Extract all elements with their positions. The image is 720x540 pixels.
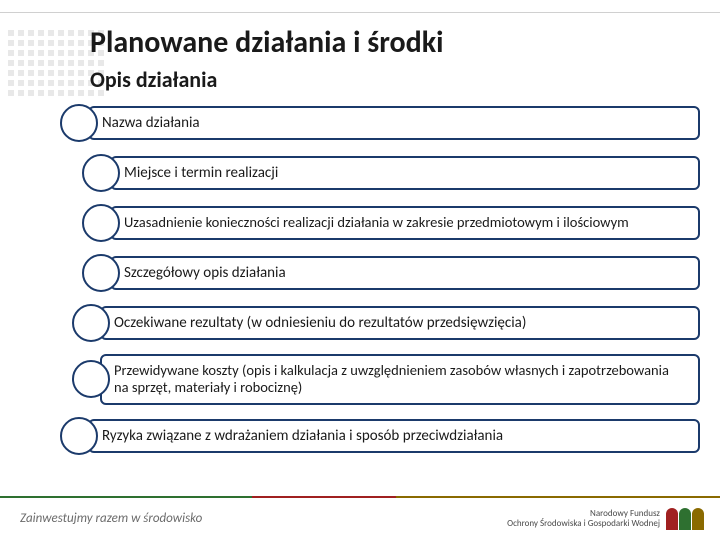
page-title: Planowane działania i środki — [90, 24, 444, 61]
item-box: Ryzyka związane z wdrażaniem działania i… — [88, 419, 700, 453]
page-subtitle: Opis działania — [90, 66, 217, 93]
list-item: Szczegółowy opis działania — [60, 254, 700, 292]
list-item: Miejsce i termin realizacji — [60, 154, 700, 192]
bottom-divider — [0, 496, 720, 498]
footer-logo: Narodowy Fundusz Ochrony Środowiska i Go… — [507, 508, 704, 530]
logo-line2: Ochrony Środowiska i Gospodarki Wodnej — [507, 519, 660, 529]
logo-text: Narodowy Fundusz Ochrony Środowiska i Go… — [507, 509, 660, 529]
item-box: Miejsce i termin realizacji — [110, 156, 700, 190]
list-item: Przewidywane koszty (opis i kalkulacja z… — [60, 354, 700, 405]
item-box: Nazwa działania — [88, 106, 700, 140]
bullet-circle — [82, 154, 120, 192]
list-item: Oczekiwane rezultaty (w odniesieniu do r… — [60, 304, 700, 342]
list-item: Ryzyka związane z wdrażaniem działania i… — [60, 417, 700, 455]
logo-mark — [666, 508, 704, 530]
bullet-circle — [60, 104, 98, 142]
items-list: Nazwa działania Miejsce i termin realizac… — [60, 104, 700, 467]
item-box: Oczekiwane rezultaty (w odniesieniu do r… — [100, 306, 700, 340]
bullet-circle — [60, 417, 98, 455]
list-item: Nazwa działania — [60, 104, 700, 142]
bullet-circle — [82, 254, 120, 292]
item-box: Przewidywane koszty (opis i kalkulacja z… — [100, 354, 700, 405]
item-box: Szczegółowy opis działania — [110, 256, 700, 290]
bullet-circle — [82, 204, 120, 242]
footer-tagline: Zainwestujmy razem w środowisko — [20, 511, 202, 526]
item-box: Uzasadnienie konieczności realizacji dzi… — [110, 206, 700, 239]
bullet-circle — [72, 304, 110, 342]
list-item: Uzasadnienie konieczności realizacji dzi… — [60, 204, 700, 242]
top-divider — [0, 12, 720, 13]
